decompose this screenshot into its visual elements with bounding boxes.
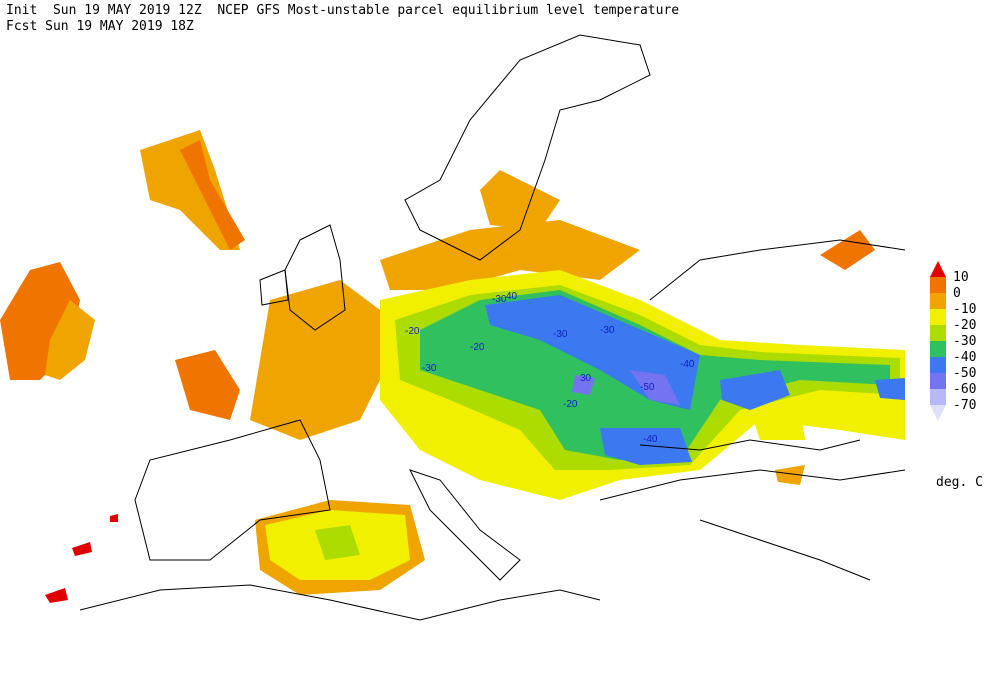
field-area bbox=[875, 378, 905, 400]
contour-label: -20 bbox=[470, 342, 485, 353]
legend-tick-label: 10 bbox=[953, 270, 969, 285]
field-area bbox=[572, 375, 595, 395]
field-area bbox=[775, 465, 805, 485]
field-area bbox=[750, 405, 805, 440]
coastline bbox=[79, 584, 601, 621]
legend-tick-label: -30 bbox=[953, 334, 976, 349]
field-area bbox=[250, 280, 390, 440]
field-area bbox=[45, 300, 95, 380]
field-area bbox=[72, 542, 92, 556]
contour-label: 30 bbox=[580, 373, 592, 384]
contour-labels: -30 40 -20 -30 -30 -20 -30 -40 -50 30 -2… bbox=[405, 291, 695, 445]
legend-swatch bbox=[930, 341, 946, 357]
coastline bbox=[409, 469, 521, 581]
field-area bbox=[110, 514, 118, 522]
legend-swatch bbox=[930, 277, 946, 293]
legend-tick-label: -10 bbox=[953, 302, 976, 317]
coastline bbox=[639, 239, 906, 451]
contour-label: -30 bbox=[492, 294, 507, 305]
field bbox=[0, 130, 905, 603]
field-area bbox=[45, 588, 68, 603]
header-line: Fcst Sun 19 MAY 2019 18Z bbox=[6, 19, 194, 34]
field-area bbox=[175, 350, 240, 420]
contour-label: -30 bbox=[600, 325, 615, 336]
field-area bbox=[180, 140, 245, 250]
legend-swatch bbox=[930, 373, 946, 389]
legend-tick-label: 0 bbox=[953, 286, 961, 301]
legend-swatch bbox=[930, 325, 946, 341]
field-area bbox=[720, 370, 790, 410]
legend-unit: deg. C bbox=[936, 475, 983, 490]
legend-arrow bbox=[930, 261, 946, 277]
contour-label: -40 bbox=[643, 434, 658, 445]
contour-label: -20 bbox=[405, 326, 420, 337]
coastline bbox=[259, 269, 289, 306]
contour-label: -30 bbox=[422, 363, 437, 374]
legend: deg. C 100-10-20-30-40-50-60-70 bbox=[930, 261, 983, 490]
field-area bbox=[820, 230, 875, 270]
header-line: Init Sun 19 MAY 2019 12Z NCEP GFS Most-u… bbox=[6, 3, 679, 18]
field-area bbox=[600, 428, 692, 465]
field-area bbox=[380, 220, 640, 290]
coastline bbox=[599, 469, 906, 581]
field-area bbox=[315, 525, 360, 560]
contour-label: -40 bbox=[680, 359, 695, 370]
legend-tick-label: -70 bbox=[953, 398, 976, 413]
coastline bbox=[134, 419, 331, 561]
legend-tick-label: -20 bbox=[953, 318, 976, 333]
contour-label: -30 bbox=[553, 329, 568, 340]
legend-tick-label: -40 bbox=[953, 350, 976, 365]
legend-swatch bbox=[930, 293, 946, 309]
contour-label: -50 bbox=[640, 382, 655, 393]
legend-arrow bbox=[930, 405, 946, 421]
legend-tick-label: -50 bbox=[953, 366, 976, 381]
field-area bbox=[480, 170, 560, 230]
legend-tick-label: -60 bbox=[953, 382, 976, 397]
contour-label: -20 bbox=[563, 399, 578, 410]
coastlines bbox=[79, 34, 906, 621]
field-area bbox=[630, 370, 680, 405]
contour-label: 40 bbox=[506, 291, 518, 302]
coastline bbox=[404, 34, 651, 261]
legend-swatch bbox=[930, 389, 946, 405]
legend-swatch bbox=[930, 357, 946, 373]
legend-swatch bbox=[930, 309, 946, 325]
